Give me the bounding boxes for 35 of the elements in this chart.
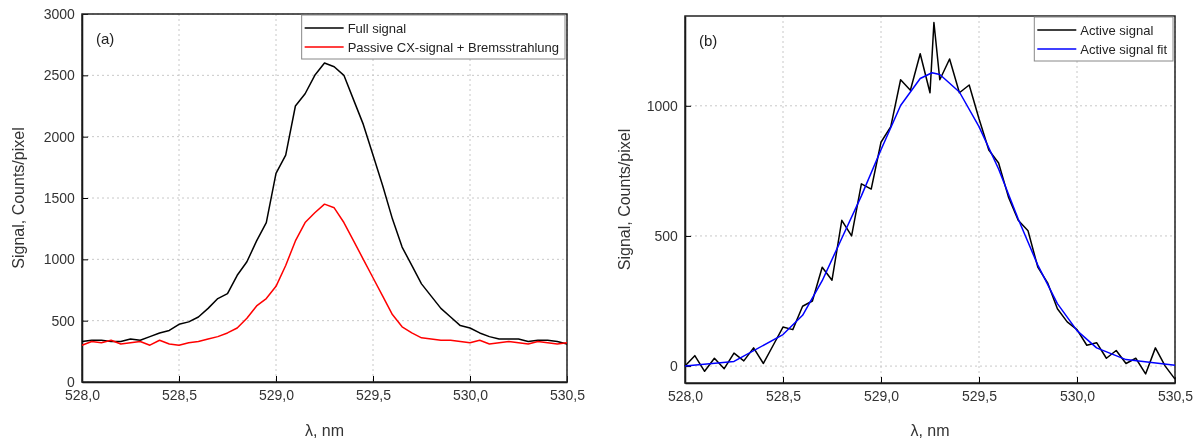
- y-tick-label: 500: [51, 312, 76, 329]
- line-series: [684, 71, 1176, 367]
- legend-label: Passive CX-signal + Bremsstrahlung: [347, 40, 559, 55]
- line-series: [81, 62, 568, 345]
- x-tick-label: 529,0: [258, 387, 295, 404]
- x-tick-label: 528,0: [64, 387, 101, 404]
- annotation: (a): [96, 30, 115, 47]
- y-axis-title: Signal, Counts/pixel: [616, 128, 633, 271]
- y-tick-label: 2500: [43, 67, 75, 84]
- y-tick-label: 500: [654, 227, 679, 244]
- y-tick-label: 1000: [646, 97, 678, 114]
- x-tick-label: 529,5: [355, 387, 392, 404]
- legend-label: Full signal: [347, 21, 407, 36]
- annotation: (b): [699, 32, 718, 49]
- line-series: [81, 203, 568, 346]
- y-tick-label: 0: [670, 358, 678, 375]
- legend-label: Active signal: [1080, 23, 1154, 38]
- x-tick-label: 530,0: [452, 387, 489, 404]
- x-tick-label: 530,0: [1059, 388, 1096, 405]
- x-tick-label: 530,5: [1157, 388, 1194, 405]
- x-tick-label: 529,0: [863, 388, 900, 405]
- x-axis-title: λ, nm: [304, 422, 345, 439]
- x-tick-label: 528,0: [667, 388, 704, 405]
- y-axis-title: Signal, Counts/pixel: [10, 127, 27, 269]
- y-tick-label: 1000: [43, 251, 75, 268]
- y-tick-label: 3000: [43, 5, 75, 22]
- x-tick-label: 528,5: [161, 387, 198, 404]
- y-tick-label: 2000: [43, 128, 75, 145]
- x-tick-label: 530,5: [549, 387, 586, 404]
- y-tick-label: 0: [67, 373, 75, 390]
- x-tick-label: 529,5: [961, 388, 998, 405]
- y-tick-label: 1500: [43, 189, 75, 206]
- legend-label: Active signal fit: [1080, 42, 1168, 57]
- x-tick-label: 528,5: [765, 388, 802, 405]
- x-axis-title: λ, nm: [910, 422, 950, 439]
